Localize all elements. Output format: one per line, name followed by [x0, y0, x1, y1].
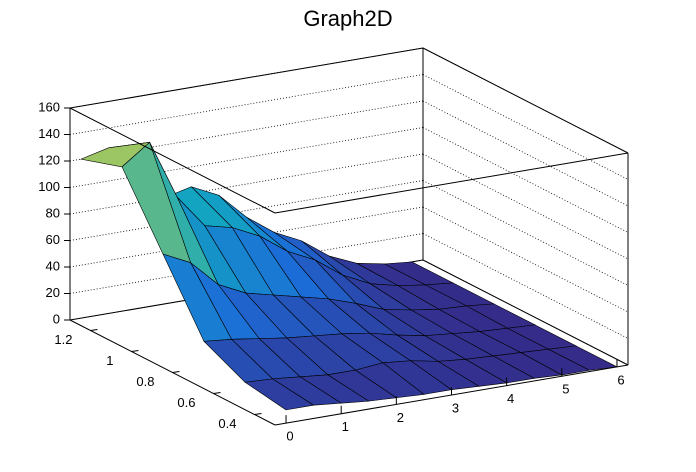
- y-tick-label: 0.6: [177, 395, 195, 410]
- y-tick-label: 1.2: [54, 332, 72, 347]
- y-tick-label: 1: [106, 353, 113, 368]
- grid-line: [422, 74, 629, 180]
- z-tick-label: 60: [46, 232, 60, 247]
- box-edge: [422, 47, 629, 154]
- x-tick-label: 0: [286, 429, 293, 444]
- x-tick-label: 2: [397, 410, 404, 425]
- box-edge: [69, 47, 424, 109]
- y-tick: [254, 413, 262, 415]
- z-tick-label: 20: [46, 285, 60, 300]
- z-tick-label: 0: [53, 311, 60, 326]
- grid-line: [422, 100, 629, 207]
- x-tick-label: 4: [507, 391, 514, 406]
- z-tick-label: 40: [46, 258, 60, 273]
- y-tick: [213, 392, 221, 394]
- x-tick-label: 5: [562, 382, 569, 397]
- x-tick-label: 1: [342, 419, 349, 434]
- box-edge: [422, 259, 629, 366]
- z-tick-label: 160: [38, 99, 60, 114]
- chart-title: Graph2D: [303, 6, 392, 31]
- grid-line: [422, 180, 629, 286]
- z-tick-label: 140: [38, 126, 60, 141]
- y-tick-label: 0.4: [218, 416, 236, 431]
- y-tick: [90, 329, 98, 331]
- y-tick: [172, 371, 180, 373]
- box-edge: [274, 152, 629, 214]
- surface-cell: [244, 378, 315, 411]
- z-tick-label: 100: [38, 179, 60, 194]
- grid-line: [422, 153, 629, 260]
- box-edge: [69, 107, 276, 214]
- y-tick: [131, 350, 139, 352]
- y-tick-label: 0.8: [136, 374, 154, 389]
- x-tick-label: 6: [617, 372, 624, 387]
- grid-line: [69, 74, 424, 135]
- z-tick-label: 120: [38, 152, 60, 167]
- z-tick-label: 80: [46, 205, 60, 220]
- grid-line: [422, 127, 629, 233]
- x-tick-label: 3: [452, 400, 459, 415]
